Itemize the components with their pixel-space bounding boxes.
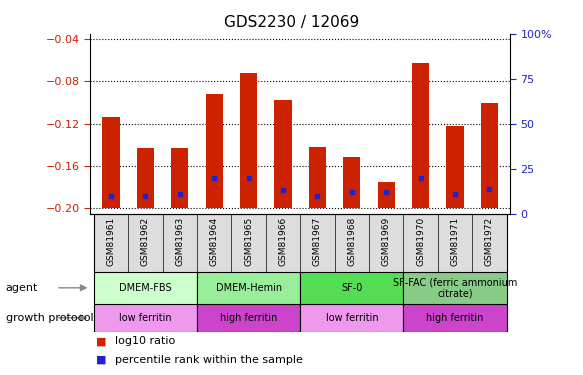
Bar [403,214,438,272]
Bar [412,63,429,208]
Bar [240,73,257,209]
Point [141,193,150,199]
Bar [171,148,188,208]
Bar [343,157,360,209]
Text: percentile rank within the sample: percentile rank within the sample [115,355,303,365]
Text: ■: ■ [96,355,107,365]
Bar [163,214,197,272]
Bar [300,304,403,332]
Bar [94,214,128,272]
Bar [447,126,463,209]
Text: GSM81962: GSM81962 [141,217,150,266]
Text: GSM81969: GSM81969 [382,217,391,266]
Point [416,175,426,181]
Text: GSM81964: GSM81964 [210,217,219,266]
Text: GSM81970: GSM81970 [416,217,425,266]
Text: GSM81971: GSM81971 [451,217,459,266]
Text: GSM81967: GSM81967 [313,217,322,266]
Bar [197,214,231,272]
Point [485,186,494,192]
Bar [472,214,507,272]
Bar [335,214,369,272]
Point [347,189,357,195]
Bar [197,272,300,304]
Text: DMEM-FBS: DMEM-FBS [119,283,172,293]
Bar [403,304,507,332]
Text: GSM81968: GSM81968 [347,217,356,266]
Point [175,191,184,197]
Point [209,175,219,181]
Text: DMEM-Hemin: DMEM-Hemin [216,283,282,293]
Text: ■: ■ [96,336,107,346]
Point [313,193,322,199]
Bar [94,304,197,332]
Bar [103,117,120,208]
Text: agent: agent [6,283,38,293]
Text: SF-FAC (ferric ammonium
citrate): SF-FAC (ferric ammonium citrate) [393,277,517,298]
Bar [300,214,335,272]
Bar [137,148,154,208]
Text: GDS2230 / 12069: GDS2230 / 12069 [224,15,359,30]
Text: high ferritin: high ferritin [426,313,484,323]
Text: low ferritin: low ferritin [119,313,172,323]
Text: high ferritin: high ferritin [220,313,278,323]
Bar [300,272,403,304]
Bar [197,304,300,332]
Text: growth protocol: growth protocol [6,313,93,323]
Bar [481,103,498,209]
Point [106,193,115,199]
Bar [206,94,223,208]
Bar [266,214,300,272]
Bar [309,147,326,208]
Bar [438,214,472,272]
Text: GSM81966: GSM81966 [279,217,287,266]
Bar [94,272,197,304]
Text: SF-0: SF-0 [341,283,363,293]
Bar [369,214,403,272]
Bar [378,182,395,209]
Bar [128,214,163,272]
Text: low ferritin: low ferritin [325,313,378,323]
Text: log10 ratio: log10 ratio [115,336,175,346]
Text: GSM81963: GSM81963 [175,217,184,266]
Text: GSM81972: GSM81972 [485,217,494,266]
Text: GSM81961: GSM81961 [107,217,115,266]
Bar [403,272,507,304]
Point [278,188,287,194]
Point [244,175,253,181]
Bar [275,100,292,208]
Text: GSM81965: GSM81965 [244,217,253,266]
Bar [231,214,266,272]
Point [451,191,460,197]
Point [382,189,391,195]
